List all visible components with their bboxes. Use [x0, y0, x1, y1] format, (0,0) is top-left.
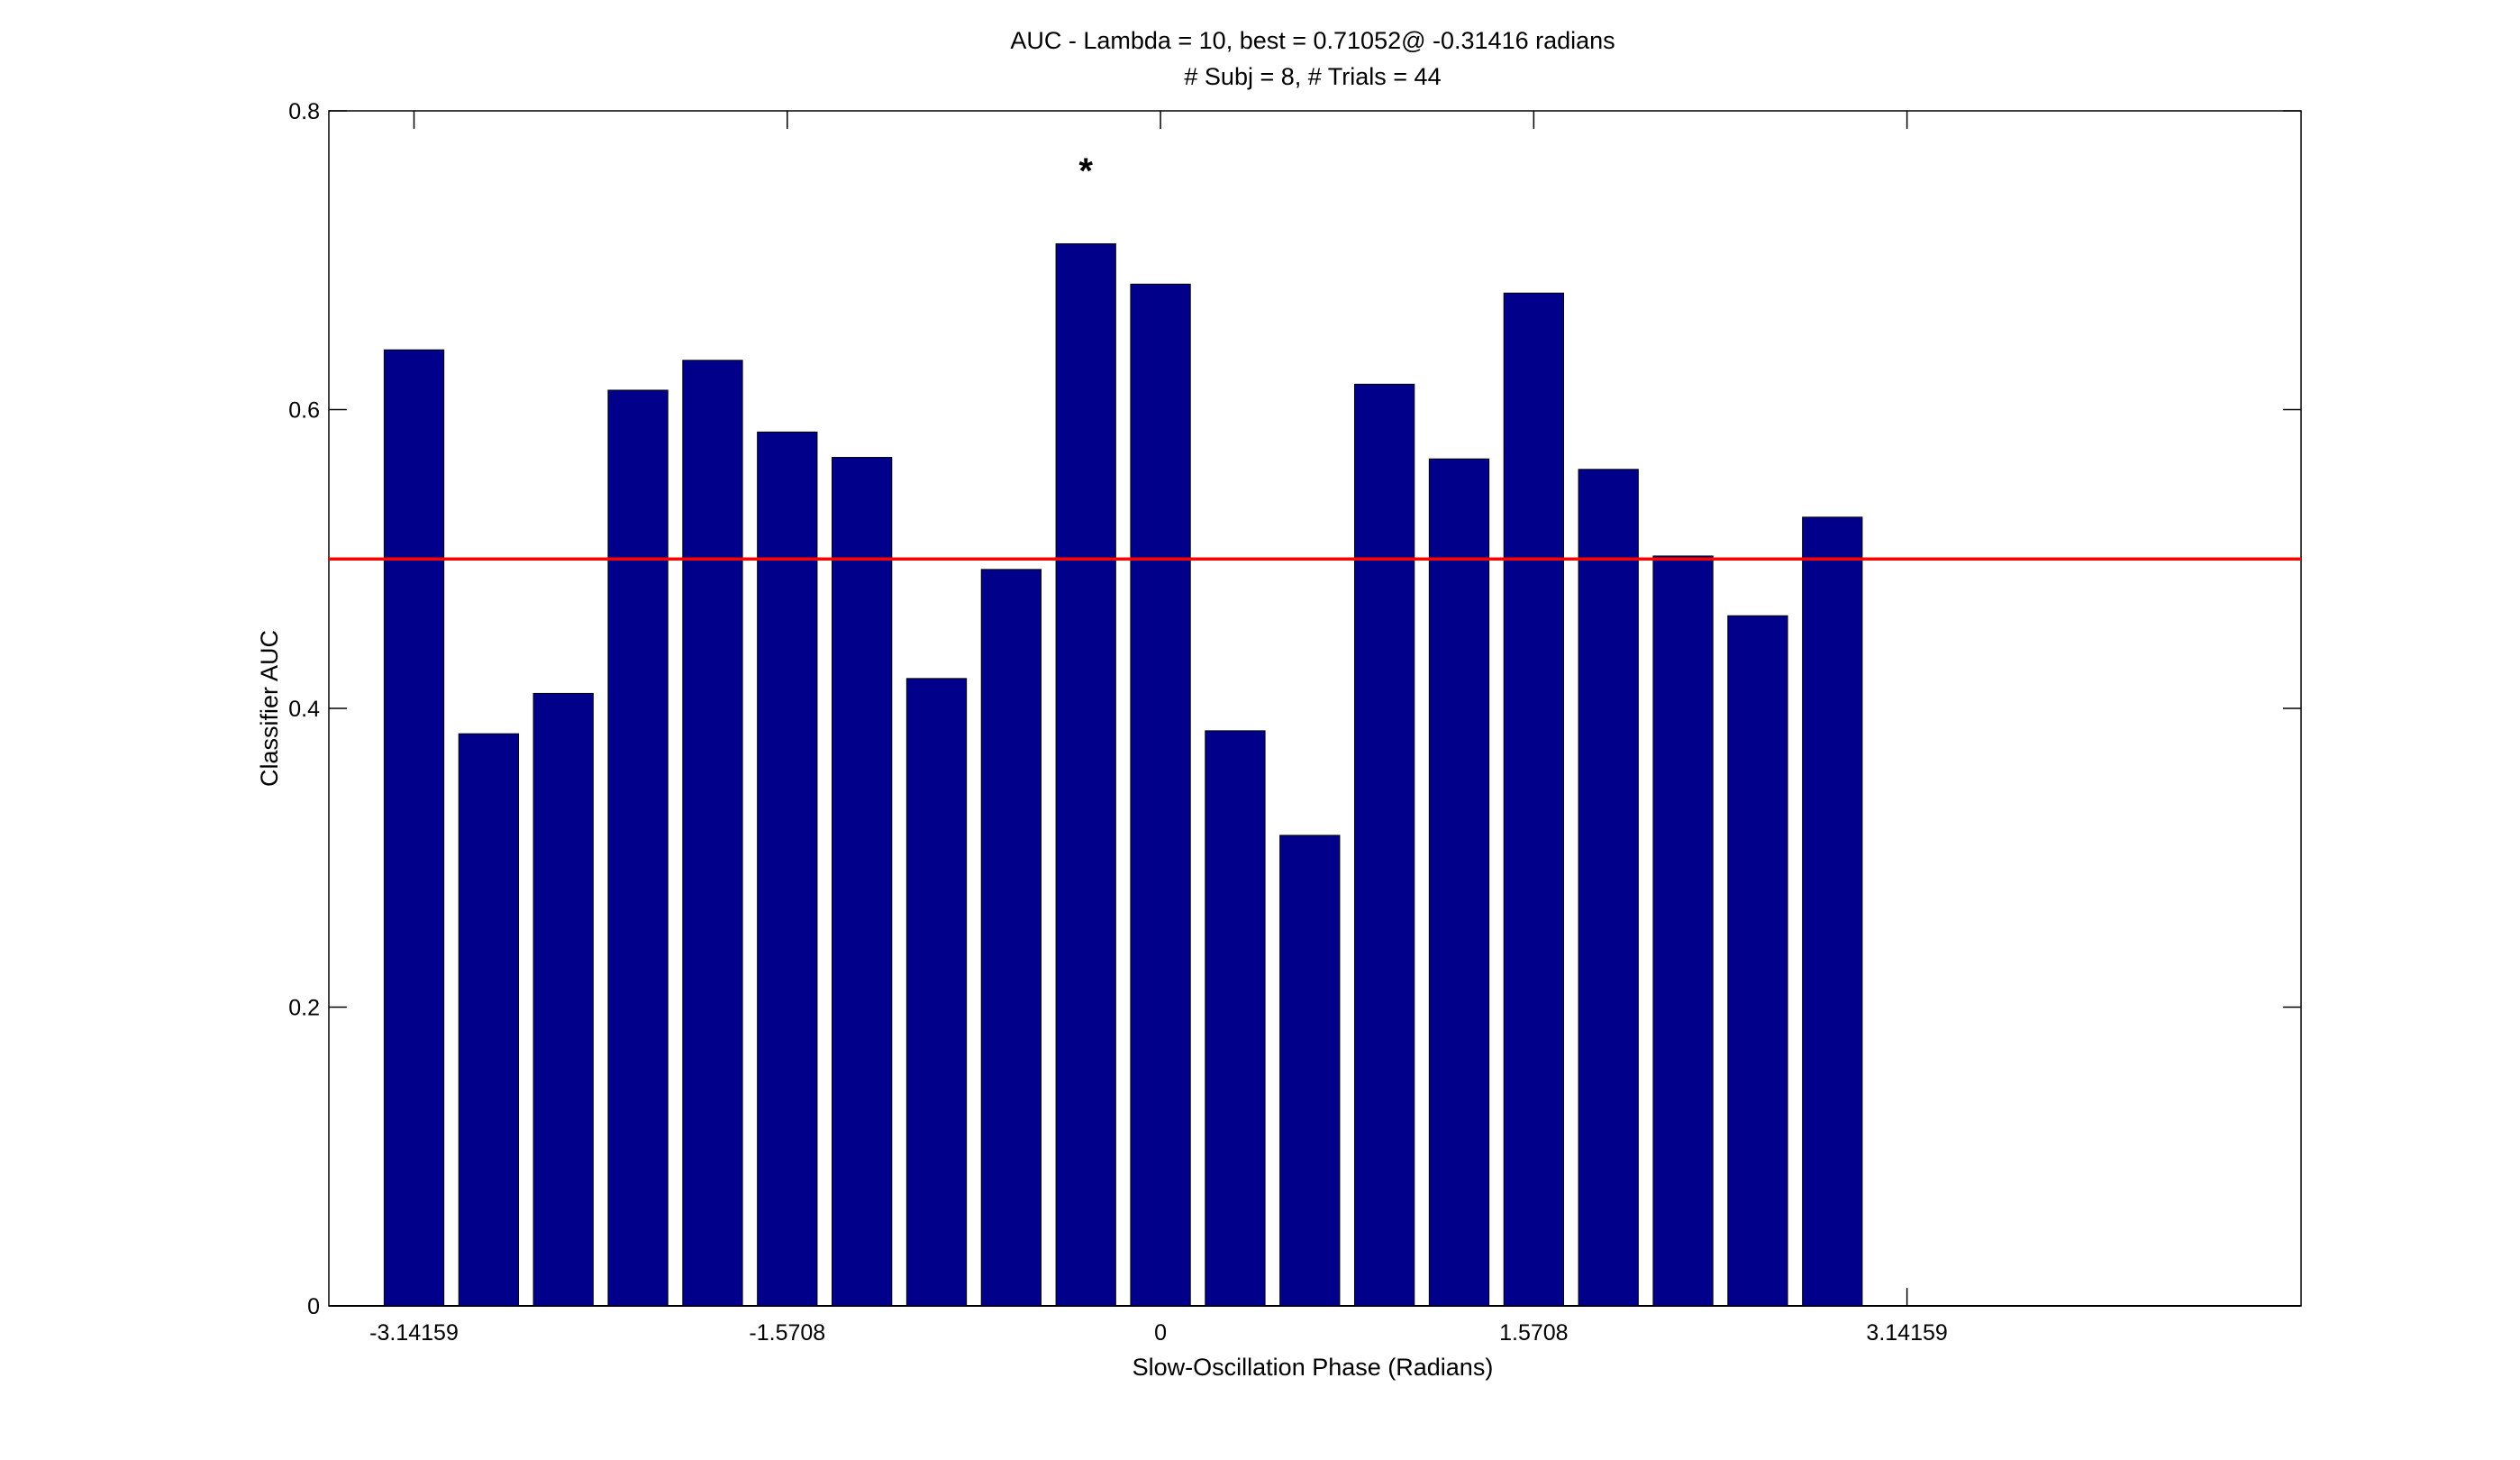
bar — [1802, 516, 1863, 1307]
bar — [1503, 292, 1564, 1307]
x-tick-label: 1.5708 — [1499, 1320, 1568, 1346]
bar — [980, 569, 1042, 1307]
bar — [905, 678, 968, 1307]
bar — [1279, 835, 1341, 1307]
y-tick-label: 0 — [307, 1294, 320, 1319]
x-tick-label: -3.14159 — [369, 1320, 459, 1346]
bar — [1428, 458, 1490, 1307]
bar — [1205, 730, 1266, 1307]
y-tick-label: 0.8 — [288, 99, 320, 124]
bar — [1130, 283, 1191, 1307]
x-axis-label: Slow-Oscillation Phase (Radians) — [1133, 1354, 1494, 1381]
bar — [682, 360, 743, 1307]
bar — [607, 389, 669, 1307]
x-tick-label: 3.14159 — [1866, 1320, 1947, 1346]
y-tick-label: 0.4 — [288, 697, 320, 722]
bar-series — [383, 243, 1863, 1307]
bar — [1652, 555, 1714, 1307]
bar — [1727, 615, 1788, 1307]
bar — [458, 733, 520, 1307]
y-tick-label: 0.6 — [288, 398, 320, 424]
bar — [1578, 469, 1639, 1307]
bar — [1055, 243, 1116, 1307]
annotations: * — [1078, 151, 1093, 191]
bar — [757, 431, 818, 1307]
y-tick-label: 0.2 — [288, 996, 320, 1021]
bar — [532, 692, 594, 1307]
x-tick-label: -1.5708 — [749, 1320, 825, 1346]
significance-marker: * — [1078, 151, 1093, 191]
bar — [832, 457, 893, 1307]
chart-title: AUC - Lambda = 10, best = 0.71052@ -0.31… — [1010, 27, 1615, 54]
bar — [1353, 383, 1415, 1307]
y-axis: 0 0.2 0.4 0.6 0.8 — [288, 99, 2301, 1319]
x-tick-label: 0 — [1154, 1320, 1167, 1346]
bar — [383, 349, 445, 1307]
y-axis-label: Classifier AUC — [256, 630, 283, 787]
chart-subtitle: # Subj = 8, # Trials = 44 — [1184, 63, 1441, 90]
